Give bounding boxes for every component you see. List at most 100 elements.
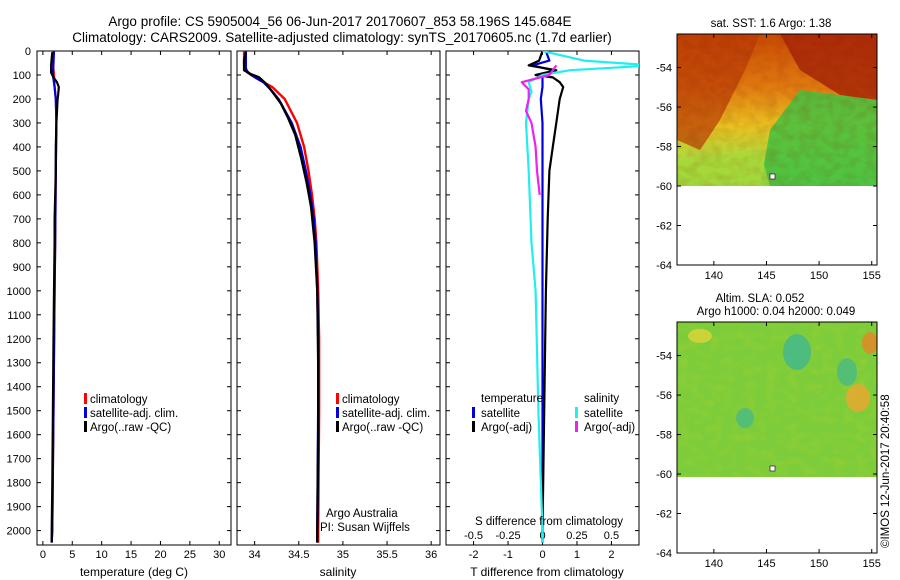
difference-x2-tick-label: -0.25 <box>495 530 520 542</box>
difference-lines <box>520 51 639 543</box>
map-y-tick-label: -60 <box>656 469 672 481</box>
difference-y-ticks <box>446 50 639 532</box>
annotation-pi: PI: Susan Wijffels <box>320 522 410 534</box>
map-x-tick-label: 155 <box>863 558 881 570</box>
map-x-tick-label: 140 <box>705 558 723 570</box>
map-x-tick-label: 145 <box>757 558 775 570</box>
map-y-tick-label: -58 <box>656 430 672 442</box>
chart-title-line2: Climatology: CARS2009. Satellite-adjuste… <box>72 30 612 45</box>
depth-axis: 0 100 200 300 400 500 600 700 800 900 1000 1100 1200… <box>7 46 231 538</box>
difference-x2-tick-label: 0.25 <box>566 530 587 542</box>
sla-map-frame <box>676 321 878 554</box>
map-y-tick-label: -54 <box>656 63 672 75</box>
depth-tick-label: 500 <box>13 166 31 178</box>
salinity-legend: climatology satellite-adj. clim. Argo(..… <box>336 393 430 434</box>
sla-cyan-patch <box>783 334 811 370</box>
difference-x2-tick-label: 0.5 <box>604 530 619 542</box>
temperature-xlabel: temperature (deg C) <box>80 565 188 579</box>
depth-tick-label: 100 <box>13 70 31 82</box>
legend-s-argo: Argo(-adj) <box>584 422 635 434</box>
map-y-tick-label: -62 <box>656 509 672 521</box>
salinity-x-tick-label: 35.5 <box>376 549 397 561</box>
salinity-series-2 <box>244 51 320 543</box>
legend-climatology-swatch <box>336 393 339 404</box>
difference-series-4 <box>520 64 558 196</box>
salinity-x-tick-label: 36 <box>425 549 437 561</box>
salinity-x-axis: 34 34.5 35 35.5 36 <box>249 51 437 561</box>
depth-tick-label: 1800 <box>7 478 31 490</box>
sst-map-panel: sat. SST: 1.6 Argo: 1.38 140 145 150 155 -54… <box>656 18 881 282</box>
salinity-x-tick-label: 35 <box>337 549 349 561</box>
depth-tick-label: 900 <box>13 262 31 274</box>
difference-x-tick-label: 0 <box>539 549 545 561</box>
temperature-x-tick-label: 0 <box>40 549 46 561</box>
depth-tick-label: 1100 <box>7 310 31 322</box>
sla-map-axes: 140 145 150 155 -54 -56 -58 -60 -62 -64 <box>656 322 881 570</box>
salinity-x-tick-label: 34 <box>249 549 261 561</box>
legend-temperature-title: temperature <box>481 393 543 405</box>
map-x-tick-label: 155 <box>863 270 881 282</box>
temperature-lines <box>49 51 60 543</box>
legend-argo-raw-swatch <box>84 421 87 432</box>
temperature-x-tick-label: 30 <box>213 549 225 561</box>
sla-cyan-patch <box>837 358 857 386</box>
temperature-x-tick-label: 5 <box>69 549 75 561</box>
map-y-tick-label: -62 <box>656 221 672 233</box>
difference-legend: temperature salinity satellite Argo(-adj… <box>472 393 635 434</box>
map-y-tick-label: -56 <box>656 102 672 114</box>
sla-high-patch <box>862 332 877 354</box>
sla-map-title: Altim. SLA: 0.052 <box>716 293 805 305</box>
depth-tick-label: 1300 <box>7 358 31 370</box>
legend-salinity-title: salinity <box>584 393 619 405</box>
salinity-panel: 34 34.5 35 35.5 36 salinity climatology sate… <box>236 50 441 579</box>
depth-tick-label: 0 <box>25 46 31 58</box>
salinity-xlabel: salinity <box>320 565 357 579</box>
depth-tick-label: 1700 <box>7 454 31 466</box>
legend-argo-raw-swatch <box>336 421 339 432</box>
legend-s-satellite-swatch <box>575 407 578 418</box>
map-x-tick-label: 145 <box>757 270 775 282</box>
imos-watermark: ©IMOS 12-Jun-2017 20:40:58 <box>880 394 892 548</box>
difference-xlabel: T difference from climatology <box>470 565 624 579</box>
depth-tick-label: 1400 <box>7 382 31 394</box>
sla-map-subtitle: Argo h1000: 0.04 h2000: 0.049 <box>697 306 856 318</box>
temperature-plot-frame <box>36 50 232 546</box>
depth-tick-label: 1200 <box>7 334 31 346</box>
sla-map-panel: Altim. SLA: 0.052 Argo h1000: 0.04 h2000… <box>656 293 881 570</box>
salinity-lines <box>242 51 321 543</box>
depth-tick-label: 2000 <box>7 526 31 538</box>
depth-tick-label: 400 <box>13 142 31 154</box>
salinity-series-1 <box>242 51 321 543</box>
difference-x-tick-label: -1 <box>503 549 513 561</box>
legend-satellite-clim: satellite-adj. clim. <box>90 408 178 420</box>
depth-tick-label: 1500 <box>7 406 31 418</box>
temperature-panel: 0100200300400500600700800900100011001200… <box>7 46 232 579</box>
temperature-series-3 <box>49 52 60 543</box>
map-x-tick-label: 150 <box>810 270 828 282</box>
difference-x-tick-label: 1 <box>574 549 580 561</box>
legend-satellite-clim-swatch <box>84 407 87 418</box>
sla-nodata <box>677 477 877 553</box>
legend-t-satellite: satellite <box>481 408 520 420</box>
depth-tick-label: 1000 <box>7 286 31 298</box>
legend-s-argo-swatch <box>575 421 578 432</box>
legend-s-satellite: satellite <box>584 408 623 420</box>
sla-cyan-patch <box>736 408 754 428</box>
legend-argo-raw: Argo(..raw -QC) <box>342 422 423 434</box>
map-y-tick-label: -54 <box>656 351 672 363</box>
legend-climatology-swatch <box>84 393 87 404</box>
depth-tick-label: 200 <box>13 94 31 106</box>
difference-x-tick-label: -2 <box>469 549 479 561</box>
argo-location-marker <box>769 173 776 180</box>
legend-t-argo: Argo(-adj) <box>481 422 532 434</box>
argo-location-marker <box>769 465 776 472</box>
temperature-legend: climatology satellite-adj. clim. Argo(..… <box>84 393 178 434</box>
sst-map-frame <box>676 33 878 266</box>
map-y-tick-label: -64 <box>656 548 672 560</box>
sla-high-patch <box>688 329 712 343</box>
temperature-x-tick-label: 25 <box>184 549 196 561</box>
depth-tick-label: 600 <box>13 190 31 202</box>
legend-t-argo-swatch <box>472 421 475 432</box>
sst-map-title: sat. SST: 1.6 Argo: 1.38 <box>711 18 832 30</box>
